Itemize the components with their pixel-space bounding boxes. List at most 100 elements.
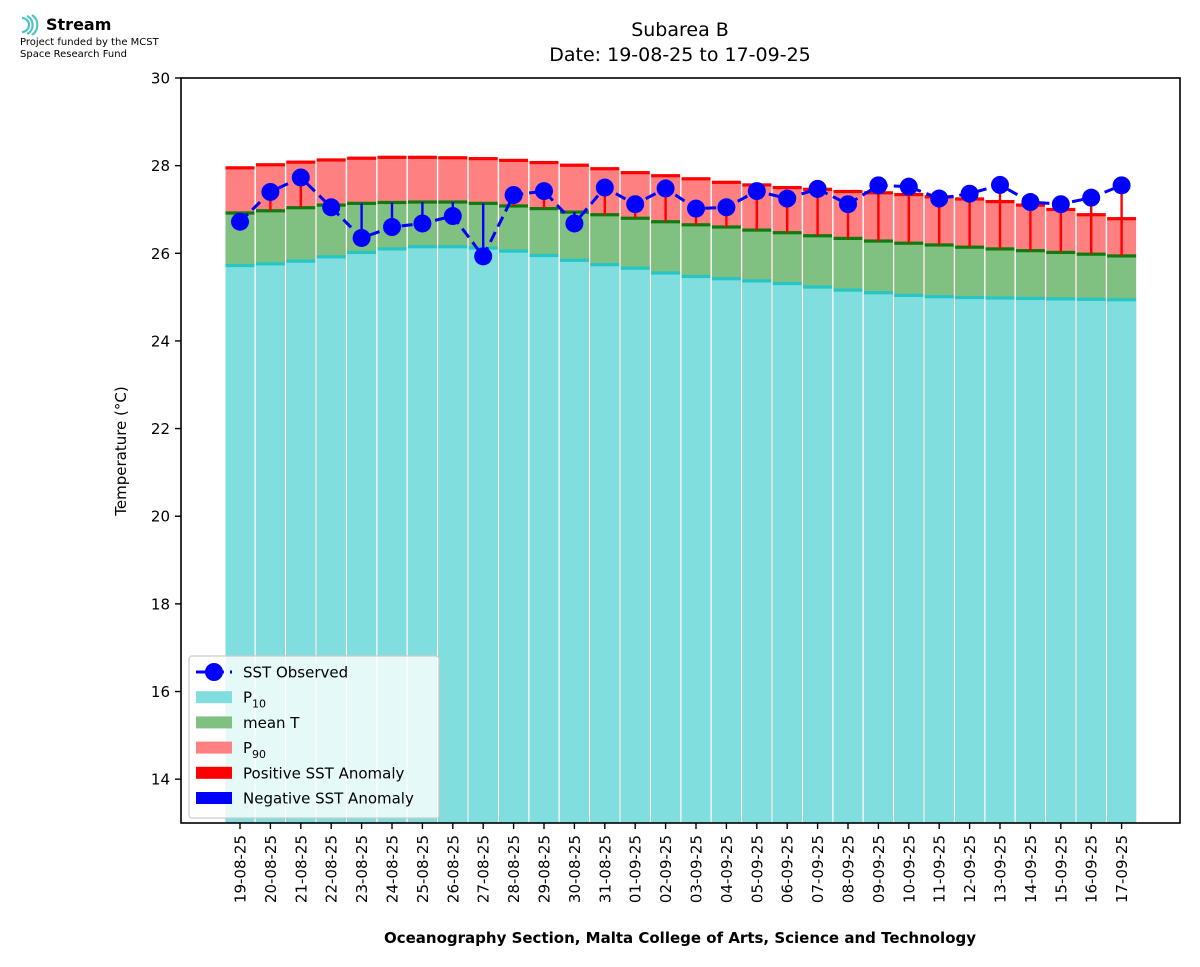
bar-p90-edge xyxy=(347,156,377,160)
bar-p10-edge xyxy=(1107,298,1137,302)
bar-p10-edge xyxy=(651,271,681,275)
bar-p10-edge xyxy=(347,250,377,255)
bar-p10-edge xyxy=(559,258,589,262)
x-tick-label: 22-08-25 xyxy=(323,835,341,903)
y-tick-label: 14 xyxy=(151,771,170,789)
bar-p10-edge xyxy=(255,262,285,266)
bar-p10-edge xyxy=(1076,297,1106,301)
sst-observed-point xyxy=(1112,176,1131,195)
bar-p90-edge xyxy=(651,174,681,178)
x-tick-label: 04-09-25 xyxy=(718,835,736,903)
x-tick-label: 05-09-25 xyxy=(748,835,766,903)
sst-observed-point xyxy=(322,198,341,217)
legend-label: Negative SST Anomaly xyxy=(243,790,414,808)
bar-p10 xyxy=(924,296,954,823)
bar-p10-edge xyxy=(316,255,346,259)
logo-title: Stream xyxy=(46,15,112,34)
bar-p10-edge xyxy=(407,245,437,249)
bar-p10-edge xyxy=(894,293,924,297)
x-tick-label: 09-09-25 xyxy=(870,835,888,903)
y-tick-label: 24 xyxy=(151,332,170,350)
bar-p10-edge xyxy=(924,295,954,299)
bar-p10-edge xyxy=(286,259,316,263)
bar-p10-edge xyxy=(1046,297,1076,301)
bar-p10 xyxy=(499,251,529,824)
x-tick-label: 08-09-25 xyxy=(840,835,858,903)
sst-observed-point xyxy=(352,228,371,247)
bar-p10-edge xyxy=(225,263,255,268)
bar-p10 xyxy=(833,290,863,823)
bar-p10 xyxy=(1076,299,1106,823)
sst-observed-point xyxy=(626,195,645,214)
bar-p90-edge xyxy=(833,189,863,194)
legend-patch-swatch xyxy=(196,691,232,704)
y-tick-label: 22 xyxy=(151,420,170,438)
bar-p10 xyxy=(742,280,772,823)
bar-p90-edge xyxy=(316,158,346,162)
x-tick-label: 23-08-25 xyxy=(353,835,371,903)
sst-observed-point xyxy=(778,189,797,208)
bar-p90-edge xyxy=(377,155,407,159)
plot-frame xyxy=(180,77,1181,824)
sst-observed-point xyxy=(383,218,401,236)
x-tick-label: 25-08-25 xyxy=(414,835,432,903)
legend-patch-swatch xyxy=(196,741,232,754)
x-tick-label: 28-08-25 xyxy=(505,835,523,903)
x-tick-label: 07-09-25 xyxy=(809,835,827,903)
bar-p90-edge xyxy=(620,171,650,175)
sst-observed-point xyxy=(413,214,432,233)
bar-p90-edge xyxy=(529,160,559,165)
legend-label: mean T xyxy=(243,714,300,732)
sst-observed-point xyxy=(991,175,1009,194)
sst-observed-point xyxy=(535,182,553,201)
y-tick-label: 18 xyxy=(151,595,170,613)
stream-logo: Stream Project funded by the MCST Space … xyxy=(18,12,218,64)
bar-p10-edge xyxy=(955,295,985,300)
y-tick-label: 16 xyxy=(151,683,170,701)
bar-p90-edge xyxy=(711,180,741,184)
sst-observed-point xyxy=(656,179,675,198)
logo-funding-line1: Project funded by the MCST xyxy=(20,37,159,48)
sst-observed-point xyxy=(504,186,523,205)
x-axis-label: Oceanography Section, Malta College of A… xyxy=(384,929,976,947)
sst-observed-point xyxy=(291,168,310,187)
bar-p10 xyxy=(1107,299,1137,823)
y-tick-label: 28 xyxy=(151,157,170,175)
legend-label-subscript: 90 xyxy=(252,748,266,761)
bar-p90-edge xyxy=(225,166,255,170)
sst-observed-point xyxy=(899,177,918,196)
bar-p10-edge xyxy=(833,288,863,292)
sst-observed-point xyxy=(839,195,857,214)
bar-p10-edge xyxy=(711,277,741,281)
bar-p10-edge xyxy=(863,291,893,295)
sst-observed-point xyxy=(808,179,827,198)
y-axis-label: Temperature (°C) xyxy=(112,386,130,516)
bar-p10-edge xyxy=(1015,296,1045,301)
bar-p10 xyxy=(590,264,620,823)
bar-p10 xyxy=(438,246,468,823)
bar-mean-t-edge xyxy=(742,228,772,232)
sst-observed-point xyxy=(231,212,249,231)
bar-p10 xyxy=(651,273,681,823)
bar-p10 xyxy=(985,297,1015,823)
legend-patch-swatch xyxy=(196,766,232,779)
x-tick-label: 14-09-25 xyxy=(1022,835,1040,903)
bar-p90-edge xyxy=(438,156,468,160)
x-tick-label: 06-09-25 xyxy=(779,835,797,903)
x-tick-label: 19-08-25 xyxy=(232,835,250,903)
bar-p10-edge xyxy=(529,253,559,258)
bar-p90-edge xyxy=(559,163,589,167)
x-tick-label: 17-09-25 xyxy=(1113,835,1131,903)
bar-p10 xyxy=(1046,298,1076,823)
sst-observed-point xyxy=(930,189,949,208)
legend-label: SST Observed xyxy=(243,664,348,682)
x-tick-label: 01-09-25 xyxy=(627,835,645,903)
legend-patch-swatch xyxy=(196,792,232,804)
bar-p10 xyxy=(529,255,559,823)
sst-observed-layer xyxy=(231,168,1131,266)
sst-observed-point xyxy=(565,214,584,233)
bar-p10 xyxy=(955,297,985,823)
bar-p10 xyxy=(620,268,650,824)
